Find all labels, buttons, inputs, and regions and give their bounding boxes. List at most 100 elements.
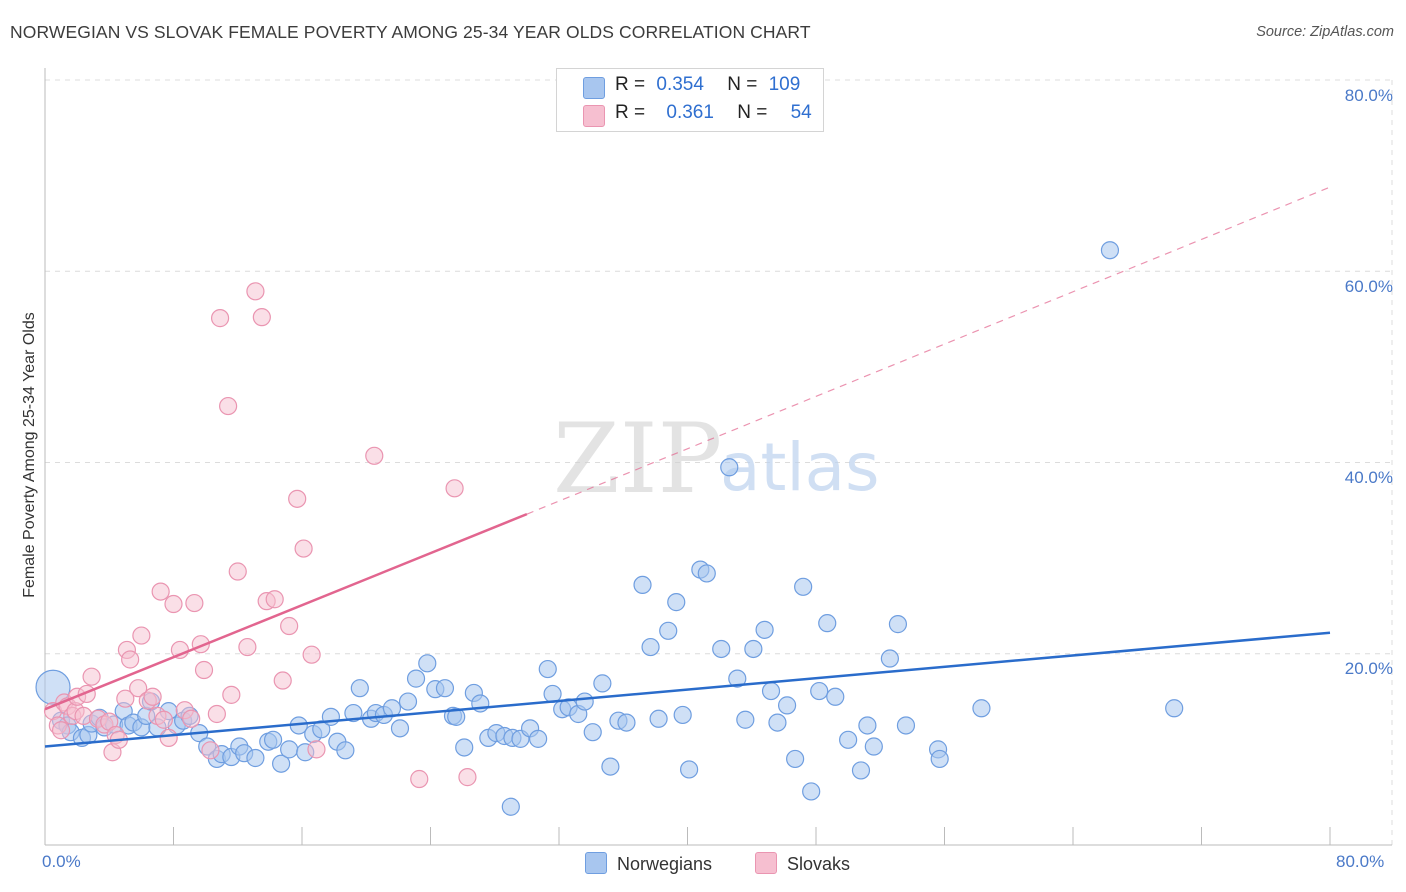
- norwegian-point: [728, 669, 747, 688]
- slovak-point: [365, 446, 384, 465]
- norwegian-point: [864, 737, 883, 756]
- norwegian-point: [601, 757, 620, 776]
- slovak-point: [228, 562, 247, 581]
- slovak-point: [252, 308, 271, 327]
- legend-n-value: 54: [790, 102, 812, 123]
- norwegian-point: [777, 696, 797, 715]
- norwegian-point: [435, 679, 455, 698]
- legend-r-value: 0.354: [656, 74, 704, 95]
- norwegian-point: [930, 749, 949, 769]
- slovak-point: [51, 721, 71, 740]
- norwegian-point: [272, 754, 291, 773]
- bottom-legend-slovaks: Slovaks: [755, 852, 850, 875]
- slovak-point: [273, 671, 292, 690]
- slovak-trend-line: [44, 512, 528, 711]
- slovak-point: [207, 704, 226, 724]
- norwegian-point: [667, 593, 686, 612]
- slovak-point: [410, 769, 429, 789]
- norwegian-point: [336, 741, 355, 760]
- legend-n-value: 109: [768, 74, 801, 95]
- slovak-point: [82, 667, 101, 686]
- norwegian-point: [529, 729, 548, 748]
- norwegian-point: [768, 713, 787, 732]
- legend-r-label: R =: [615, 102, 646, 123]
- norwegian-point: [851, 761, 871, 780]
- norwegian-point: [858, 716, 877, 735]
- norwegian-point: [736, 710, 755, 729]
- norwegian-point: [633, 575, 652, 595]
- norwegian-point: [280, 740, 299, 759]
- slovak-point: [294, 539, 313, 558]
- slovak-point: [164, 594, 183, 614]
- norwegian-point: [398, 692, 418, 711]
- slovak-trend-extension: [526, 186, 1331, 515]
- norwegian-point: [697, 564, 716, 583]
- slovak-point: [238, 637, 257, 657]
- slovak-point: [246, 282, 265, 301]
- y-tick-label-40: 40.0%: [1344, 468, 1393, 487]
- norwegian-point: [593, 674, 612, 693]
- norwegians-legend-label: Norwegians: [617, 854, 713, 874]
- slovak-point: [185, 593, 204, 613]
- legend-n-label: N =: [737, 102, 768, 123]
- norwegian-point: [246, 748, 265, 768]
- norwegian-point: [659, 621, 678, 640]
- bottom-legend-norwegians: Norwegians: [585, 852, 712, 875]
- slovaks-swatch: [583, 105, 605, 127]
- slovak-point: [182, 709, 201, 728]
- norwegian-point: [826, 687, 845, 706]
- slovak-point: [458, 768, 477, 787]
- norwegian-point: [538, 659, 557, 679]
- norwegian-point: [501, 797, 520, 816]
- norwegian-point: [680, 760, 699, 779]
- y-tick-label-20: 20.0%: [1344, 659, 1393, 678]
- norwegian-point: [455, 738, 474, 757]
- slovak-point: [201, 741, 220, 760]
- slovak-point: [302, 645, 321, 664]
- source-credit: Source: ZipAtlas.com: [1256, 24, 1394, 40]
- norwegian-point: [406, 669, 426, 688]
- legend-n-label: N =: [727, 74, 758, 95]
- slovak-point: [210, 309, 230, 328]
- norwegian-point: [794, 577, 813, 596]
- slovak-point: [445, 479, 464, 498]
- norwegian-point: [896, 716, 916, 735]
- norwegian-point: [972, 699, 991, 718]
- norwegian-point: [712, 639, 731, 659]
- slovak-point: [121, 650, 140, 669]
- norwegian-point: [720, 458, 739, 477]
- norwegian-point: [880, 649, 899, 668]
- norwegian-point: [344, 703, 363, 723]
- norwegians-legend-swatch: [585, 852, 607, 874]
- watermark-atlas: atlas: [720, 429, 880, 506]
- norwegian-point: [673, 705, 692, 725]
- norwegian-point: [649, 709, 668, 728]
- legend-r-value: 0.361: [666, 102, 714, 123]
- chart-title: NORWEGIAN VS SLOVAK FEMALE POVERTY AMONG…: [10, 22, 811, 42]
- norwegian-point: [810, 681, 829, 701]
- slovak-point: [116, 689, 135, 708]
- slovak-point: [307, 740, 326, 759]
- slovak-point: [280, 616, 299, 636]
- slovaks-legend-label: Slovaks: [787, 854, 851, 874]
- slovak-point: [265, 590, 284, 609]
- norwegian-point: [755, 620, 774, 639]
- norwegian-point: [744, 639, 763, 659]
- norwegian-point: [818, 614, 837, 633]
- correlation-legend: R = 0.354 N = 109 R = 0.361 N = 54: [556, 68, 824, 132]
- y-tick-label-80: 80.0%: [1344, 86, 1393, 105]
- x-tick-label-0: 0.0%: [42, 852, 81, 871]
- slovak-point: [194, 660, 214, 680]
- norwegian-point: [761, 681, 781, 701]
- slovaks-legend-swatch: [755, 852, 777, 874]
- slovak-point: [151, 582, 170, 601]
- norwegian-point: [1165, 699, 1184, 718]
- legend-r-label: R =: [615, 74, 646, 95]
- slovak-point: [159, 728, 178, 748]
- y-tick-label-60: 60.0%: [1344, 277, 1393, 296]
- norwegian-trend-line: [44, 631, 1331, 748]
- norwegian-point: [350, 679, 369, 698]
- norwegian-point: [888, 615, 908, 634]
- norwegian-point: [839, 730, 858, 749]
